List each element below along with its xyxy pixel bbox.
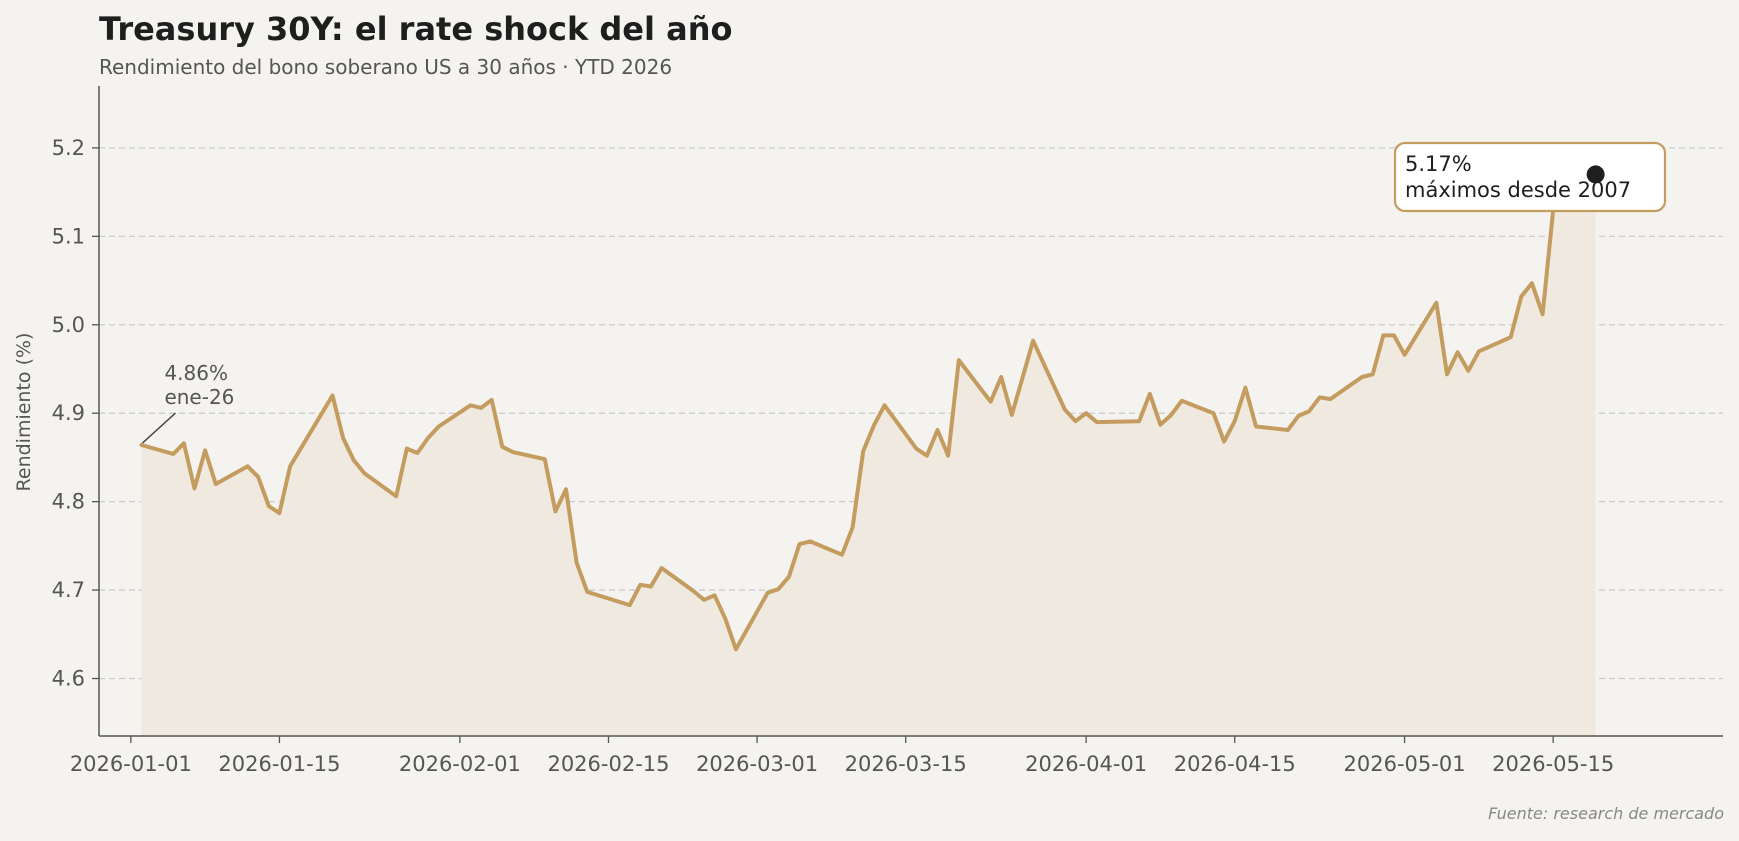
area-fill — [141, 174, 1596, 736]
peak-annotation-box — [1393, 141, 1667, 213]
x-tick-label: 2026-02-01 — [399, 752, 521, 776]
source-note: Fuente: research de mercado — [1488, 804, 1724, 823]
start-annotation-arrow — [141, 412, 176, 444]
y-axis-label: Rendimiento (%) — [13, 333, 35, 492]
x-tick-label: 2026-03-15 — [845, 752, 967, 776]
y-tick-label: 5.0 — [52, 313, 85, 337]
x-tick-label: 2026-04-15 — [1174, 752, 1296, 776]
chart-subtitle: Rendimiento del bono soberano US a 30 añ… — [99, 55, 673, 79]
series-line — [139, 172, 1598, 652]
y-tick-label: 5.1 — [52, 224, 85, 248]
annotations: 4.86%ene-265.17%máximos desde 2007 — [141, 141, 1667, 444]
axes — [92, 86, 1723, 743]
x-tick-label: 2026-01-15 — [218, 752, 340, 776]
start-annotation-label: ene-26 — [164, 385, 234, 409]
tick-labels: 4.6 4.7 4.8 4.9 5.0 5.1 5.2 2026-01-01 2026-01-1… — [52, 136, 1615, 776]
chart-title: Treasury 30Y: el rate shock del año — [99, 10, 733, 48]
x-tick-label: 2026-05-15 — [1492, 752, 1614, 776]
start-annotation-label: 4.86% — [164, 361, 228, 385]
y-tick-label: 4.9 — [52, 401, 85, 425]
x-tick-label: 2026-03-01 — [696, 752, 818, 776]
y-tick-label: 4.8 — [52, 490, 85, 514]
x-tick-label: 2026-05-01 — [1344, 752, 1466, 776]
x-tick-label: 2026-04-01 — [1025, 752, 1147, 776]
y-tick-label: 5.2 — [52, 136, 85, 160]
x-tick-label: 2026-02-15 — [547, 752, 669, 776]
x-tick-label: 2026-01-01 — [70, 752, 192, 776]
y-tick-label: 4.7 — [52, 578, 85, 602]
peak-marker — [1586, 165, 1605, 184]
y-tick-label: 4.6 — [52, 667, 85, 691]
peak-annotation-label: 5.17% — [1405, 152, 1472, 176]
